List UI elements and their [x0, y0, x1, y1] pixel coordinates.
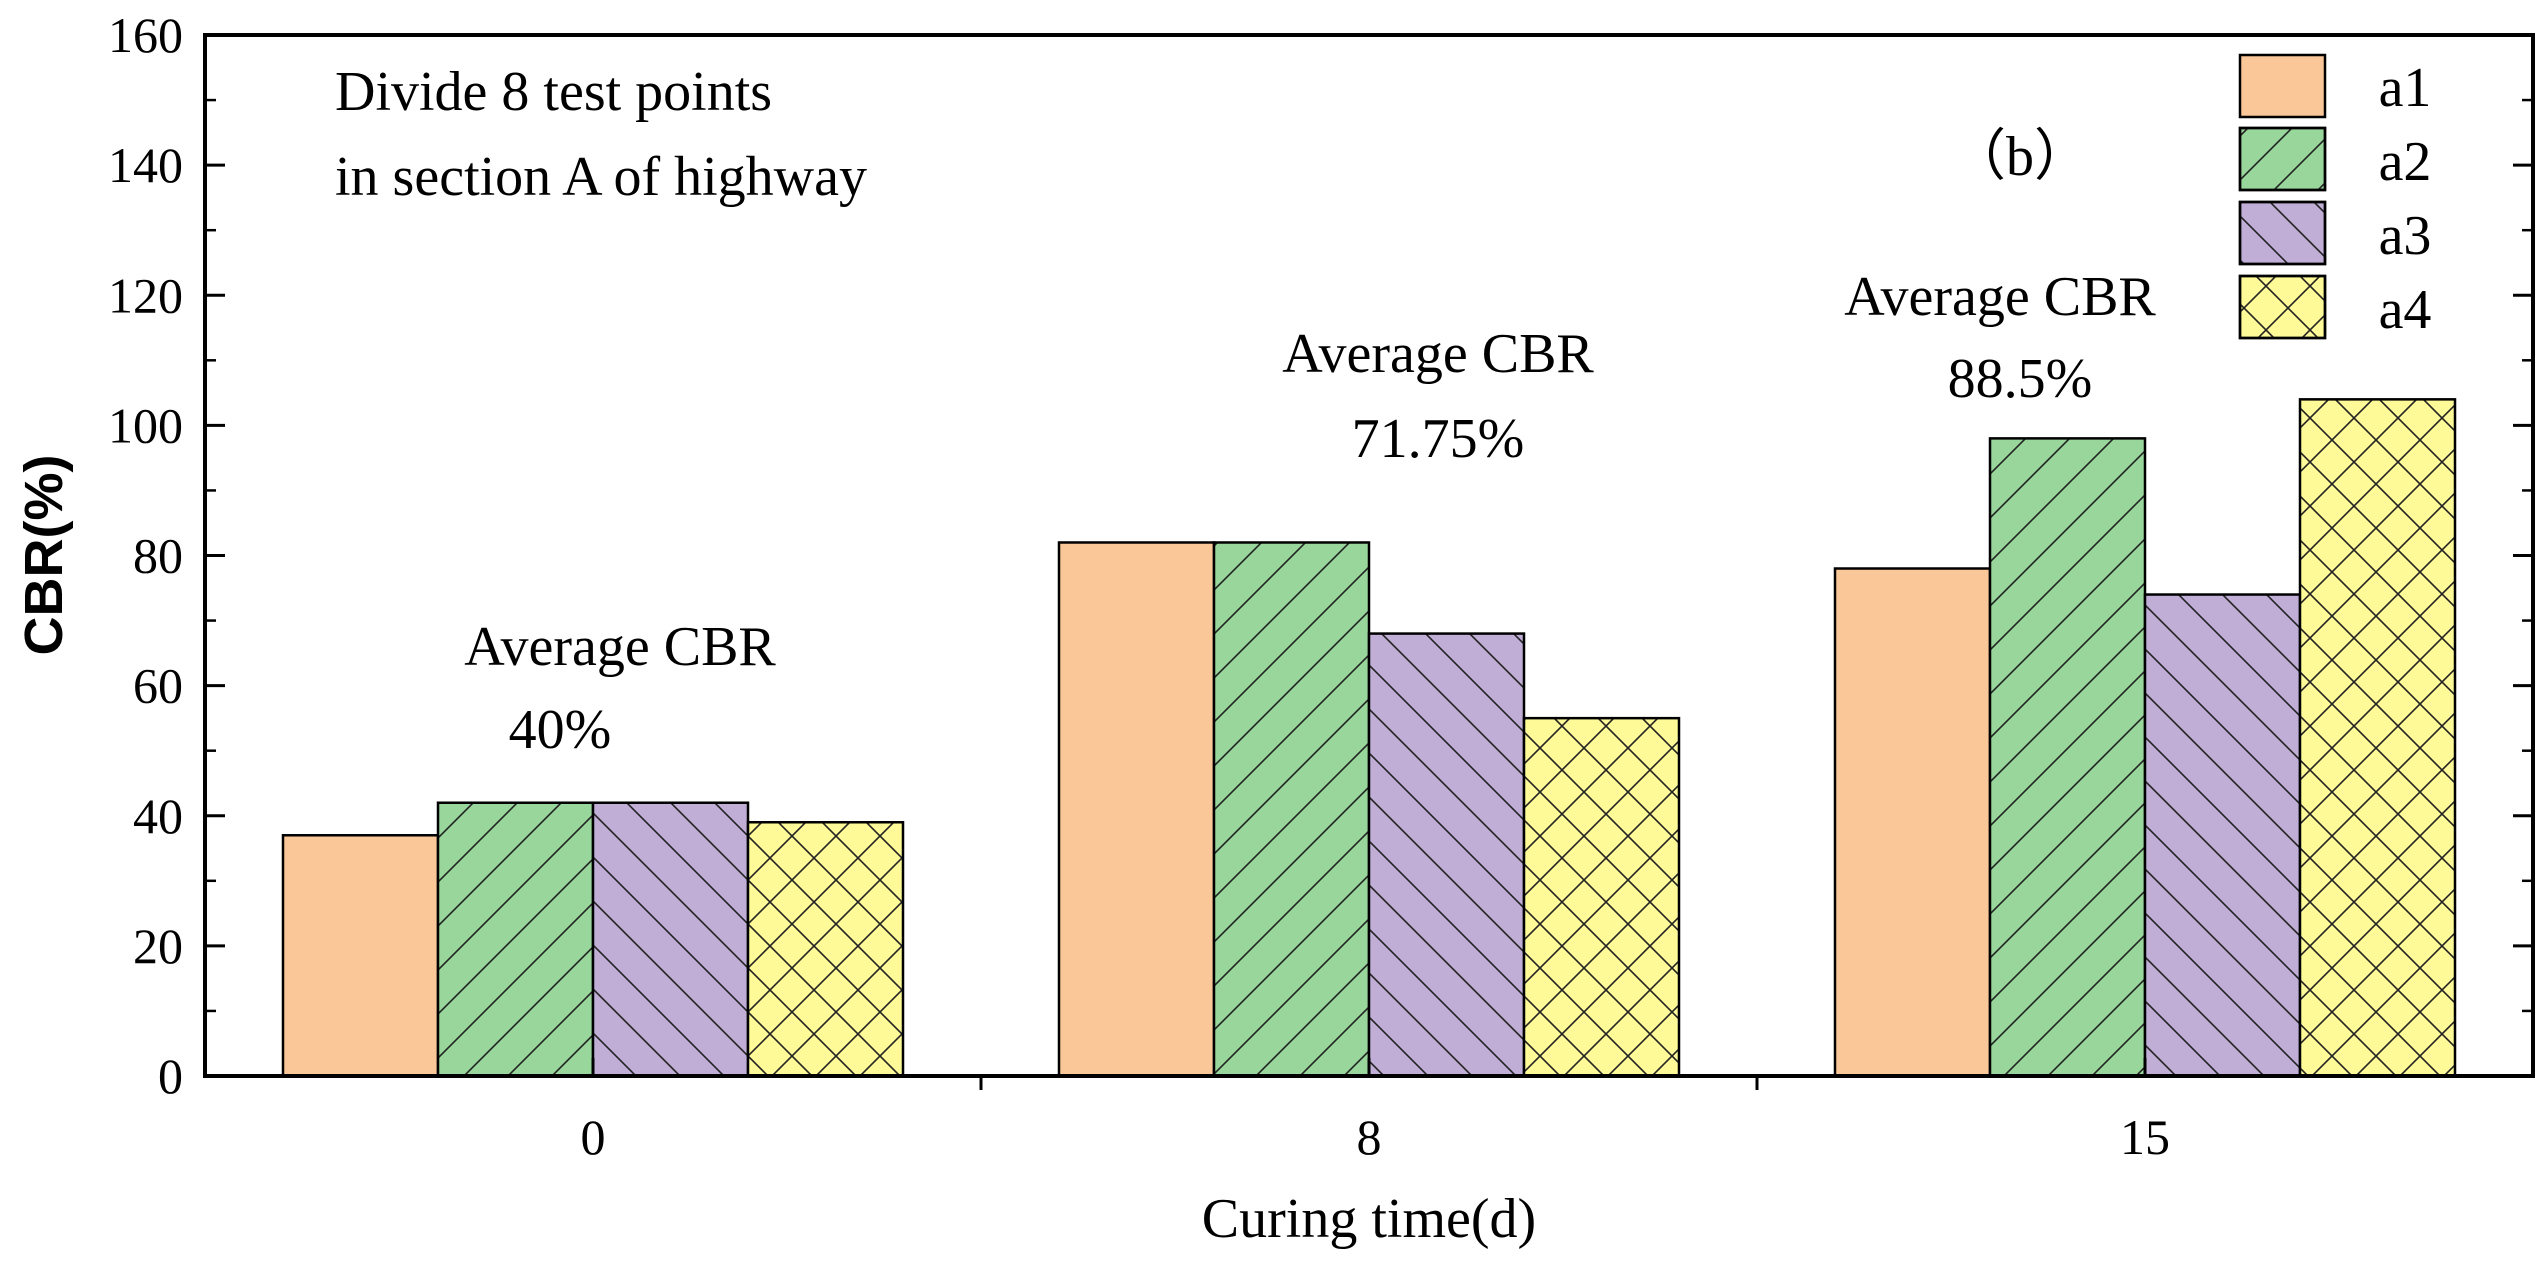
x-tick-label: 15 — [2120, 1109, 2170, 1165]
bar-hatch-a4-8d — [1524, 718, 1679, 1076]
avg-value-15d: 88.5% — [1948, 348, 2093, 410]
bar-hatch-a2-8d — [1214, 542, 1369, 1076]
bar-hatch-a3-15d — [2145, 594, 2300, 1076]
x-tick-label: 0 — [581, 1109, 606, 1165]
bar-a1-0d — [283, 835, 438, 1076]
legend-label-a3: a3 — [2379, 205, 2432, 267]
avg-label-15d: Average CBR — [1844, 266, 2156, 328]
bar-hatch-a4-15d — [2300, 399, 2455, 1077]
avg-label-0d: Average CBR — [464, 616, 776, 678]
y-tick-label: 60 — [133, 658, 183, 714]
bar-hatch-a2-15d — [1990, 438, 2145, 1076]
avg-value-0d: 40% — [509, 699, 612, 761]
y-tick-label: 80 — [133, 528, 183, 584]
note-line-1: Divide 8 test points — [335, 61, 772, 123]
y-axis-label: CBR(%) — [14, 455, 74, 656]
bar-hatch-a2-0d — [438, 802, 593, 1076]
legend-label-a2: a2 — [2379, 131, 2432, 193]
x-axis-label: Curing time(d) — [1202, 1188, 1536, 1250]
panel-label: （b） — [1950, 126, 2090, 188]
y-tick-label: 40 — [133, 788, 183, 844]
avg-label-8d: Average CBR — [1282, 323, 1594, 385]
y-tick-label: 20 — [133, 918, 183, 974]
bar-hatch-a3-0d — [593, 802, 748, 1076]
y-tick-label: 100 — [108, 397, 183, 453]
legend: a1 a2 a3 a4 — [2238, 53, 2432, 341]
x-tick-label: 8 — [1357, 1109, 1382, 1165]
legend-swatch-a1 — [2238, 53, 2327, 119]
legend-label-a4: a4 — [2379, 279, 2432, 341]
note-line-2: in section A of highway — [335, 146, 867, 208]
y-tick-label: 140 — [108, 137, 183, 193]
bar-hatch-a3-8d — [1369, 633, 1524, 1076]
avg-value-8d: 71.75% — [1352, 408, 1525, 470]
bar-hatch-a4-0d — [748, 822, 903, 1076]
bars-group — [281, 398, 2457, 1078]
bar-a1-8d — [1059, 542, 1214, 1076]
y-tick-label: 0 — [158, 1048, 183, 1104]
y-tick-label: 160 — [108, 7, 183, 63]
axes-group: 0 20 40 60 80 100 120 140 160 0 8 15 — [108, 7, 2535, 1165]
bar-a1-15d — [1835, 568, 1990, 1076]
y-tick-label: 120 — [108, 267, 183, 323]
legend-label-a1: a1 — [2379, 57, 2432, 119]
